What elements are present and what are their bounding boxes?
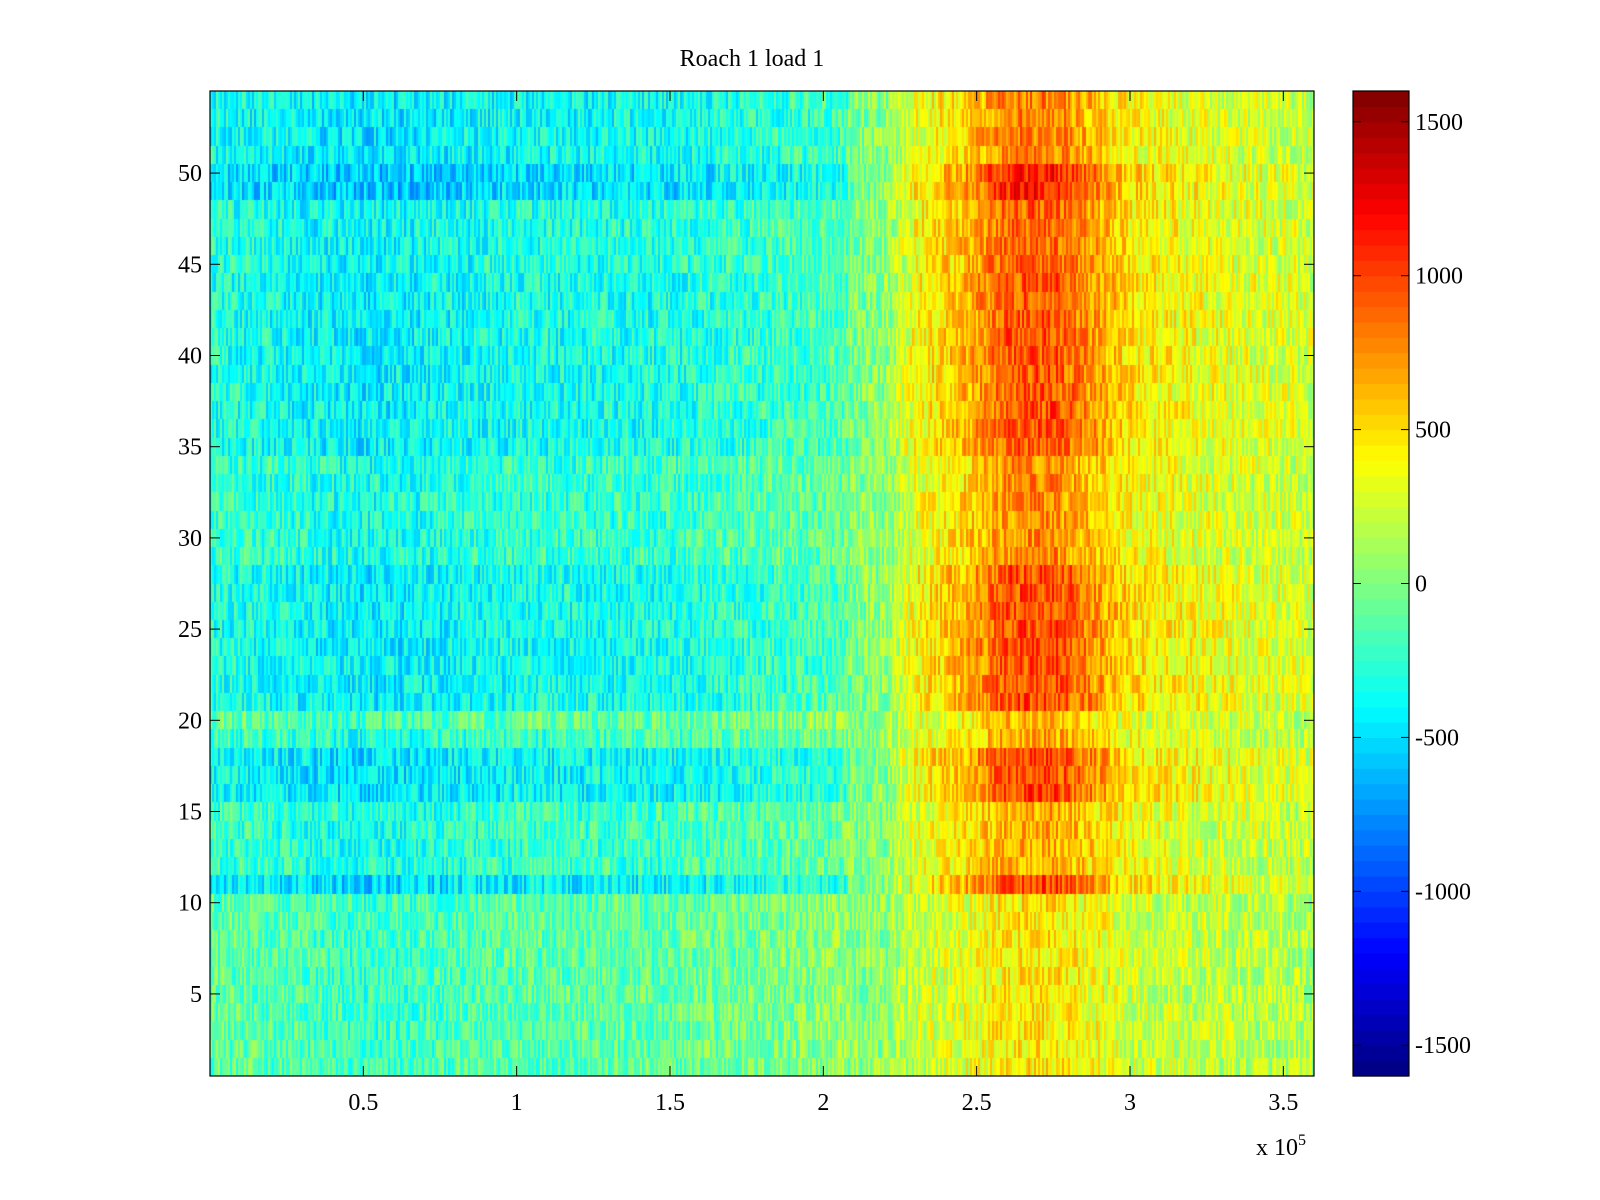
colorbar-step [1353, 214, 1409, 231]
colorbar-step [1353, 614, 1409, 631]
x-tick-label: 3.5 [1268, 1090, 1298, 1116]
x-exponent-label: x 105 [1256, 1132, 1306, 1161]
colorbar-step [1353, 244, 1409, 261]
colorbar-tick-label: -500 [1415, 725, 1459, 751]
plot-frame [209, 90, 1315, 1077]
colorbar-step [1353, 645, 1409, 662]
y-tick-label: 10 [178, 891, 202, 917]
colorbar-step [1353, 106, 1409, 123]
colorbar-step [1353, 229, 1409, 246]
colorbar-step [1353, 737, 1409, 754]
colorbar-step [1353, 398, 1409, 415]
colorbar-step [1353, 167, 1409, 184]
colorbar [1352, 90, 1410, 1077]
colorbar-step [1353, 691, 1409, 708]
colorbar-step [1353, 121, 1409, 138]
colorbar-step [1353, 783, 1409, 800]
colorbar-step [1353, 198, 1409, 215]
colorbar-step [1353, 414, 1409, 431]
colorbar-step [1353, 152, 1409, 169]
x-exponent-power: 5 [1298, 1132, 1306, 1149]
y-tick-label: 30 [178, 526, 202, 552]
colorbar-step [1353, 383, 1409, 400]
y-tick-label: 15 [178, 800, 202, 826]
y-tick-label: 20 [178, 708, 202, 734]
colorbar-step [1353, 875, 1409, 892]
colorbar-step [1353, 291, 1409, 308]
heatmap-image [210, 91, 1314, 1076]
colorbar-step [1353, 891, 1409, 908]
colorbar-step [1353, 937, 1409, 954]
y-tick-label: 45 [178, 252, 202, 278]
x-axis: 0.5 1 1.5 2 2.5 3 3.5 [348, 91, 1298, 1116]
colorbar-step [1353, 829, 1409, 846]
colorbar-step [1353, 183, 1409, 200]
colorbar-step [1353, 306, 1409, 323]
colorbar-step [1353, 722, 1409, 739]
x-tick-label: 1 [511, 1090, 523, 1116]
colorbar-step [1353, 768, 1409, 785]
colorbar-step [1353, 552, 1409, 569]
colorbar-step [1353, 922, 1409, 939]
colorbar-tick-label: 0 [1415, 572, 1427, 598]
x-tick-label: 1.5 [655, 1090, 685, 1116]
heatmap [210, 91, 1314, 1076]
colorbar-step [1353, 983, 1409, 1000]
colorbar-step [1353, 675, 1409, 692]
y-tick-label: 5 [190, 982, 202, 1008]
y-tick-label: 50 [178, 161, 202, 187]
colorbar-step [1353, 906, 1409, 923]
colorbar-step [1353, 1045, 1409, 1062]
colorbar-step [1353, 860, 1409, 877]
colorbar-step [1353, 568, 1409, 585]
colorbar-axis: -1500 -1000 -500 0 500 1000 1500 [1353, 110, 1471, 1059]
colorbar-step [1353, 660, 1409, 677]
colorbar-step [1353, 506, 1409, 523]
y-tick-label: 35 [178, 435, 202, 461]
colorbar-step [1353, 537, 1409, 554]
y-tick-label: 25 [178, 617, 202, 643]
colorbar-step [1353, 429, 1409, 446]
chart-title: Roach 1 load 1 [680, 46, 825, 72]
colorbar-step [1353, 475, 1409, 492]
colorbar-step [1353, 968, 1409, 985]
colorbar-step [1353, 137, 1409, 154]
colorbar-step [1353, 798, 1409, 815]
colorbar-step [1353, 260, 1409, 277]
x-tick-label: 2 [817, 1090, 829, 1116]
colorbar-tick-label: 1000 [1415, 264, 1463, 290]
colorbar-step [1353, 91, 1409, 107]
colorbar-step [1353, 814, 1409, 831]
colorbar-step [1353, 368, 1409, 385]
colorbar-step [1353, 444, 1409, 461]
colorbar-step [1353, 352, 1409, 369]
colorbar-tick-label: 1500 [1415, 110, 1463, 136]
y-axis: 5 10 15 20 25 30 35 40 45 50 [178, 161, 1314, 1008]
colorbar-step [1353, 491, 1409, 508]
colorbar-step [1353, 275, 1409, 292]
x-tick-label: 2.5 [962, 1090, 992, 1116]
colorbar-step [1353, 706, 1409, 723]
colorbar-tick-label: 500 [1415, 418, 1451, 444]
colorbar-step [1353, 999, 1409, 1016]
colorbar-step [1353, 629, 1409, 646]
colorbar-step [1353, 460, 1409, 477]
colorbar-step [1353, 752, 1409, 769]
x-tick-label: 3 [1124, 1090, 1136, 1116]
colorbar-tick-label: -1500 [1415, 1033, 1471, 1059]
colorbar-step [1353, 845, 1409, 862]
colorbar-step [1353, 598, 1409, 615]
x-tick-label: 0.5 [348, 1090, 378, 1116]
colorbar-step [1353, 321, 1409, 338]
colorbar-step [1353, 1060, 1409, 1077]
y-tick-label: 40 [178, 343, 202, 369]
colorbar-step [1353, 952, 1409, 969]
colorbar-step [1353, 1014, 1409, 1031]
colorbar-step [1353, 1029, 1409, 1046]
colorbar-step [1353, 521, 1409, 538]
colorbar-step [1353, 583, 1409, 600]
colorbar-tick-label: -1000 [1415, 879, 1471, 905]
colorbar-step [1353, 337, 1409, 354]
